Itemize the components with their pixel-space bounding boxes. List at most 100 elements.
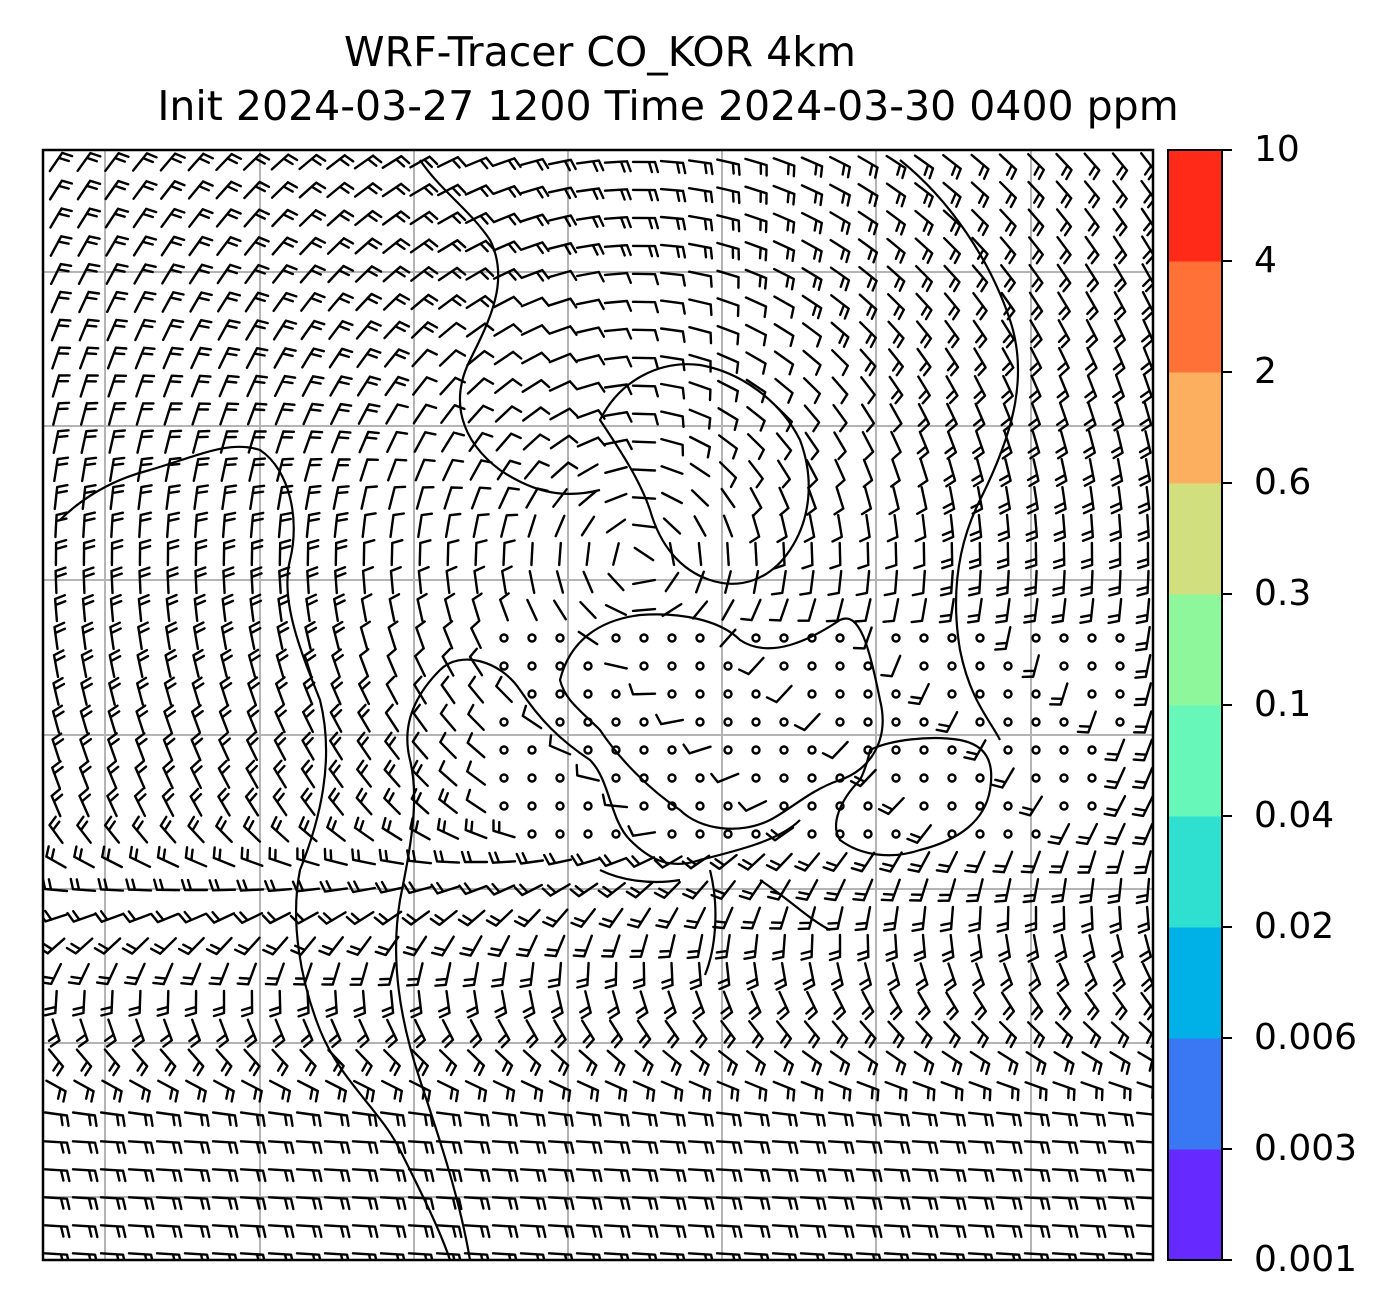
wind-barb (411, 731, 429, 760)
wind-barb (193, 484, 209, 511)
wind-barb (355, 292, 383, 312)
wind-barb (1108, 541, 1122, 570)
wind-barb (441, 431, 466, 453)
wind-barb (208, 962, 230, 986)
wind-barb (331, 648, 344, 678)
colorbar-segment (1168, 261, 1222, 373)
wind-barb (121, 937, 150, 955)
wind-barb (799, 1224, 827, 1239)
wind-barb (660, 437, 685, 457)
wind-barb (48, 151, 74, 173)
tracer-marker (947, 661, 957, 671)
wind-barb (968, 1081, 992, 1102)
wind-barb (405, 962, 424, 987)
wind-barb (544, 934, 566, 958)
wind-barb (361, 512, 377, 539)
wind-barb (1000, 402, 1014, 432)
colorbar-tick-label: 0.02 (1254, 906, 1335, 947)
wind-barb (317, 911, 347, 925)
wind-barb (354, 265, 383, 283)
wind-barb (625, 855, 656, 868)
wind-barb (261, 911, 291, 925)
wind-barb (570, 853, 600, 867)
wind-barb (373, 910, 403, 926)
wind-barb (1023, 1168, 1051, 1183)
tracer-marker (499, 773, 509, 783)
tracer-marker (919, 633, 929, 643)
wind-barb (326, 237, 355, 255)
wind-barb (374, 880, 404, 894)
wind-barb (81, 484, 97, 511)
wind-barb (801, 211, 823, 235)
wind-barb (575, 243, 605, 256)
wind-barb (827, 1140, 855, 1155)
wind-barb (1049, 682, 1069, 706)
wind-barb (941, 933, 955, 963)
wind-barb (800, 933, 814, 961)
wind-barb (463, 1224, 491, 1239)
tracer-marker (555, 689, 565, 699)
wind-barb (827, 1168, 855, 1183)
wind-barb (415, 486, 435, 510)
wind-barb (597, 882, 626, 898)
wind-barb (51, 346, 72, 370)
wind-barb (634, 1049, 654, 1076)
wind-barb (969, 513, 983, 543)
wind-barb (472, 513, 490, 538)
wind-barb (467, 675, 485, 704)
wind-barb (131, 815, 149, 844)
wind-barb (435, 1140, 463, 1155)
wind-barb (833, 991, 847, 1021)
wind-barb (106, 346, 128, 370)
wind-barb (389, 566, 402, 595)
wind-barb (160, 180, 186, 200)
tracer-marker (527, 745, 537, 755)
wind-barb (329, 375, 353, 397)
wind-barb (51, 704, 65, 734)
wind-barb (659, 1140, 687, 1155)
wind-barb (1139, 934, 1152, 964)
wind-barb (522, 990, 536, 1019)
wind-barb (272, 291, 298, 313)
wind-barb (944, 347, 960, 377)
wind-barb (93, 937, 122, 955)
wind-barb (75, 1018, 89, 1048)
wind-barb (603, 271, 632, 284)
wind-barb (576, 409, 606, 420)
wind-barb (688, 214, 714, 232)
wind-barb (99, 1140, 127, 1155)
wind-barb (80, 429, 98, 454)
wind-barb (606, 1049, 626, 1076)
wind-barb (302, 676, 316, 706)
wind-barb (1112, 235, 1128, 265)
wind-barb (161, 291, 185, 313)
wind-barb (800, 1080, 824, 1102)
wind-barb (935, 850, 958, 874)
wind-barb (1132, 738, 1153, 762)
wind-barb (972, 962, 985, 992)
wind-barb (346, 936, 372, 956)
wind-barb (71, 1140, 99, 1155)
coastline-north (419, 159, 601, 496)
wind-barb (1001, 347, 1015, 377)
wind-barb (381, 816, 403, 841)
tracer-marker (947, 801, 957, 811)
wind-barb (889, 403, 903, 433)
tracer-marker (667, 661, 677, 671)
wind-barb (243, 208, 270, 228)
wind-barb (972, 292, 988, 321)
wind-barb (943, 458, 957, 488)
wind-barb (716, 186, 741, 205)
wind-barb (361, 566, 375, 595)
tracer-marker (891, 773, 901, 783)
colorbar-tick-label: 0.3 (1254, 573, 1312, 614)
wind-barb (264, 962, 285, 986)
wind-barb (548, 242, 578, 255)
wind-barb (969, 1050, 991, 1076)
wind-barb (689, 462, 711, 478)
wind-barb (246, 704, 260, 734)
colorbar-segment (1168, 1149, 1222, 1261)
wind-barb (54, 511, 68, 539)
wind-barb (941, 513, 955, 543)
wind-barb (718, 434, 738, 460)
